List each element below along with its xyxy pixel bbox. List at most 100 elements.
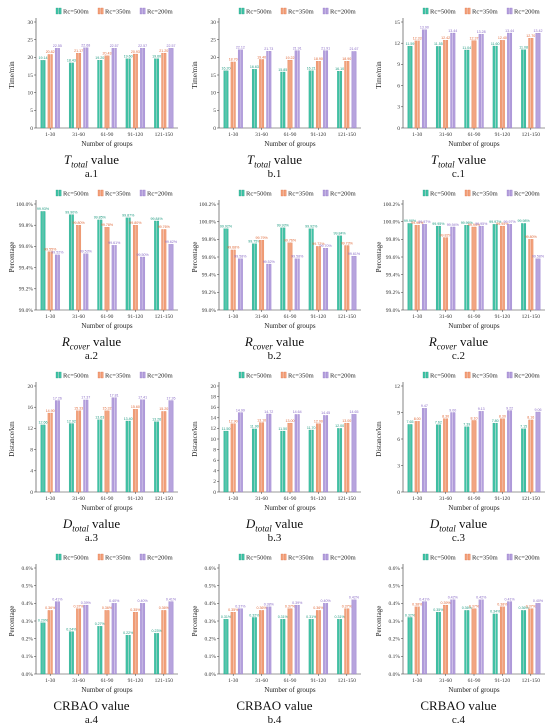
data-label: 0.27%: [95, 622, 106, 626]
data-label: 0.32%: [405, 613, 416, 617]
bar: [76, 225, 82, 311]
chart-svg-b1: Rc=500m Rc=350m Rc=200m 0 5 10 15 20 25 30 Time/mi…: [191, 7, 361, 148]
bar: [125, 420, 131, 493]
data-label: 13.63: [95, 416, 104, 420]
bar: [266, 413, 272, 493]
panel-caption-label: c.3: [451, 532, 466, 544]
bar: [280, 619, 286, 675]
panel-caption-title: CRBAO value: [367, 698, 550, 714]
data-label: 99.95%: [496, 222, 509, 226]
data-label: 99.97%: [418, 220, 431, 224]
legend-swatch: [97, 7, 101, 15]
data-label: 19.60: [124, 55, 133, 59]
legend-item: Rc=350m: [464, 7, 498, 16]
data-label: 15.85: [278, 68, 287, 72]
panel-caption-label: c.1: [451, 168, 466, 180]
y-tick-label: 99.0%: [386, 308, 401, 314]
chart-panel-a1: Rc=500m Rc=350m Rc=200m 0 5 10 15 20 25 30 Time/mi…: [0, 0, 183, 180]
y-axis-label: Time/min: [375, 61, 383, 89]
legend-label: Rc=200m: [330, 373, 356, 380]
data-label: 99.80%: [525, 235, 538, 239]
data-label: 0.36%: [102, 606, 113, 610]
data-label: 13.40: [124, 417, 133, 421]
data-label: 8.10: [471, 416, 478, 420]
data-label: 9.13: [478, 407, 485, 411]
y-tick-label: 0.6%: [22, 566, 34, 572]
x-tick-label: 121-150: [338, 132, 357, 138]
legend-item: Rc=200m: [322, 371, 356, 380]
data-label: 0.32%: [249, 613, 260, 617]
x-tick-label: 121-150: [338, 678, 357, 684]
y-tick-label: 6: [213, 458, 216, 464]
legend-swatch: [464, 553, 468, 561]
x-tick-label: 31-60: [255, 314, 268, 320]
legend-swatch: [238, 553, 242, 561]
legend-swatch: [509, 553, 513, 561]
data-label: 0.38%: [497, 603, 508, 607]
data-label: 13.10: [257, 418, 266, 422]
panel-caption-label: c.4: [451, 714, 466, 726]
data-label: 99.98%: [517, 219, 530, 223]
data-label: 8.30: [499, 414, 506, 418]
y-tick-label: 15: [28, 73, 34, 79]
legend-swatch: [142, 553, 146, 561]
panel-caption-title: CRBAO value: [183, 698, 366, 714]
bar: [76, 608, 82, 675]
x-axis-label: Number of groups: [264, 140, 316, 148]
x-tick-label: 31-60: [255, 132, 268, 138]
legend-item: Rc=500m: [238, 189, 272, 198]
bar: [492, 422, 498, 493]
panel-caption-title: CRBAO value: [0, 698, 183, 714]
data-label: 0.35%: [433, 608, 444, 612]
legend-item: Rc=200m: [139, 189, 173, 198]
data-label: 12.42: [441, 36, 450, 40]
caption-text: value: [88, 516, 121, 531]
y-tick-label: 16: [28, 405, 34, 411]
data-label: 99.50%: [136, 253, 149, 257]
data-label: 0.35%: [228, 608, 239, 612]
x-tick-label: 31-60: [72, 132, 85, 138]
legend-item: Rc=200m: [506, 7, 540, 16]
data-label: 8.00: [414, 417, 421, 421]
bar: [308, 70, 314, 129]
data-label: 15.32: [103, 407, 112, 411]
bar: [337, 428, 343, 493]
y-tick-label: 0.0%: [22, 672, 34, 678]
legend-swatch: [506, 371, 510, 379]
legend-item: Rc=200m: [139, 371, 173, 380]
bar: [259, 59, 265, 129]
chart-panel-b4: Rc=500m Rc=350m Rc=200m 0.0% 0.1% 0.2% 0.3% 0.4…: [183, 546, 366, 726]
legend-swatch: [97, 189, 101, 197]
x-tick-label: 91-120: [128, 132, 144, 138]
y-tick-label: 0: [397, 126, 400, 132]
x-tick-label: 61-90: [468, 314, 481, 320]
legend-label: Rc=500m: [430, 373, 456, 380]
y-tick-label: 6: [397, 83, 400, 89]
data-label: 11.55: [434, 42, 443, 46]
bar: [161, 411, 167, 493]
legend-label: Rc=200m: [330, 555, 356, 562]
panel-caption-label: a.4: [84, 714, 99, 726]
y-tick-label: 0: [213, 126, 216, 132]
bar: [528, 239, 534, 311]
legend-swatch: [58, 7, 62, 15]
x-tick-label: 31-60: [439, 678, 452, 684]
data-label: 7.62: [435, 420, 442, 424]
y-tick-label: 0.4%: [22, 601, 34, 607]
data-label: 7.15: [520, 425, 527, 429]
data-label: 0.36%: [256, 606, 267, 610]
bar: [507, 601, 513, 675]
bar: [237, 49, 243, 129]
panel-caption-label: b.2: [267, 350, 282, 362]
x-axis-label: Number of groups: [81, 322, 133, 330]
data-label: 21.91: [321, 46, 330, 50]
legend-label: Rc=500m: [246, 555, 272, 562]
data-label: 99.58%: [234, 255, 247, 259]
chart-svg-b4: Rc=500m Rc=350m Rc=200m 0.0% 0.1% 0.2% 0.3% 0.4…: [191, 553, 361, 694]
bar: [450, 412, 456, 493]
x-tick-label: 61-90: [468, 678, 481, 684]
data-label: 11.60: [491, 42, 500, 46]
data-label: 0.42%: [349, 596, 360, 600]
legend-swatch: [241, 189, 245, 197]
bar: [287, 608, 293, 675]
